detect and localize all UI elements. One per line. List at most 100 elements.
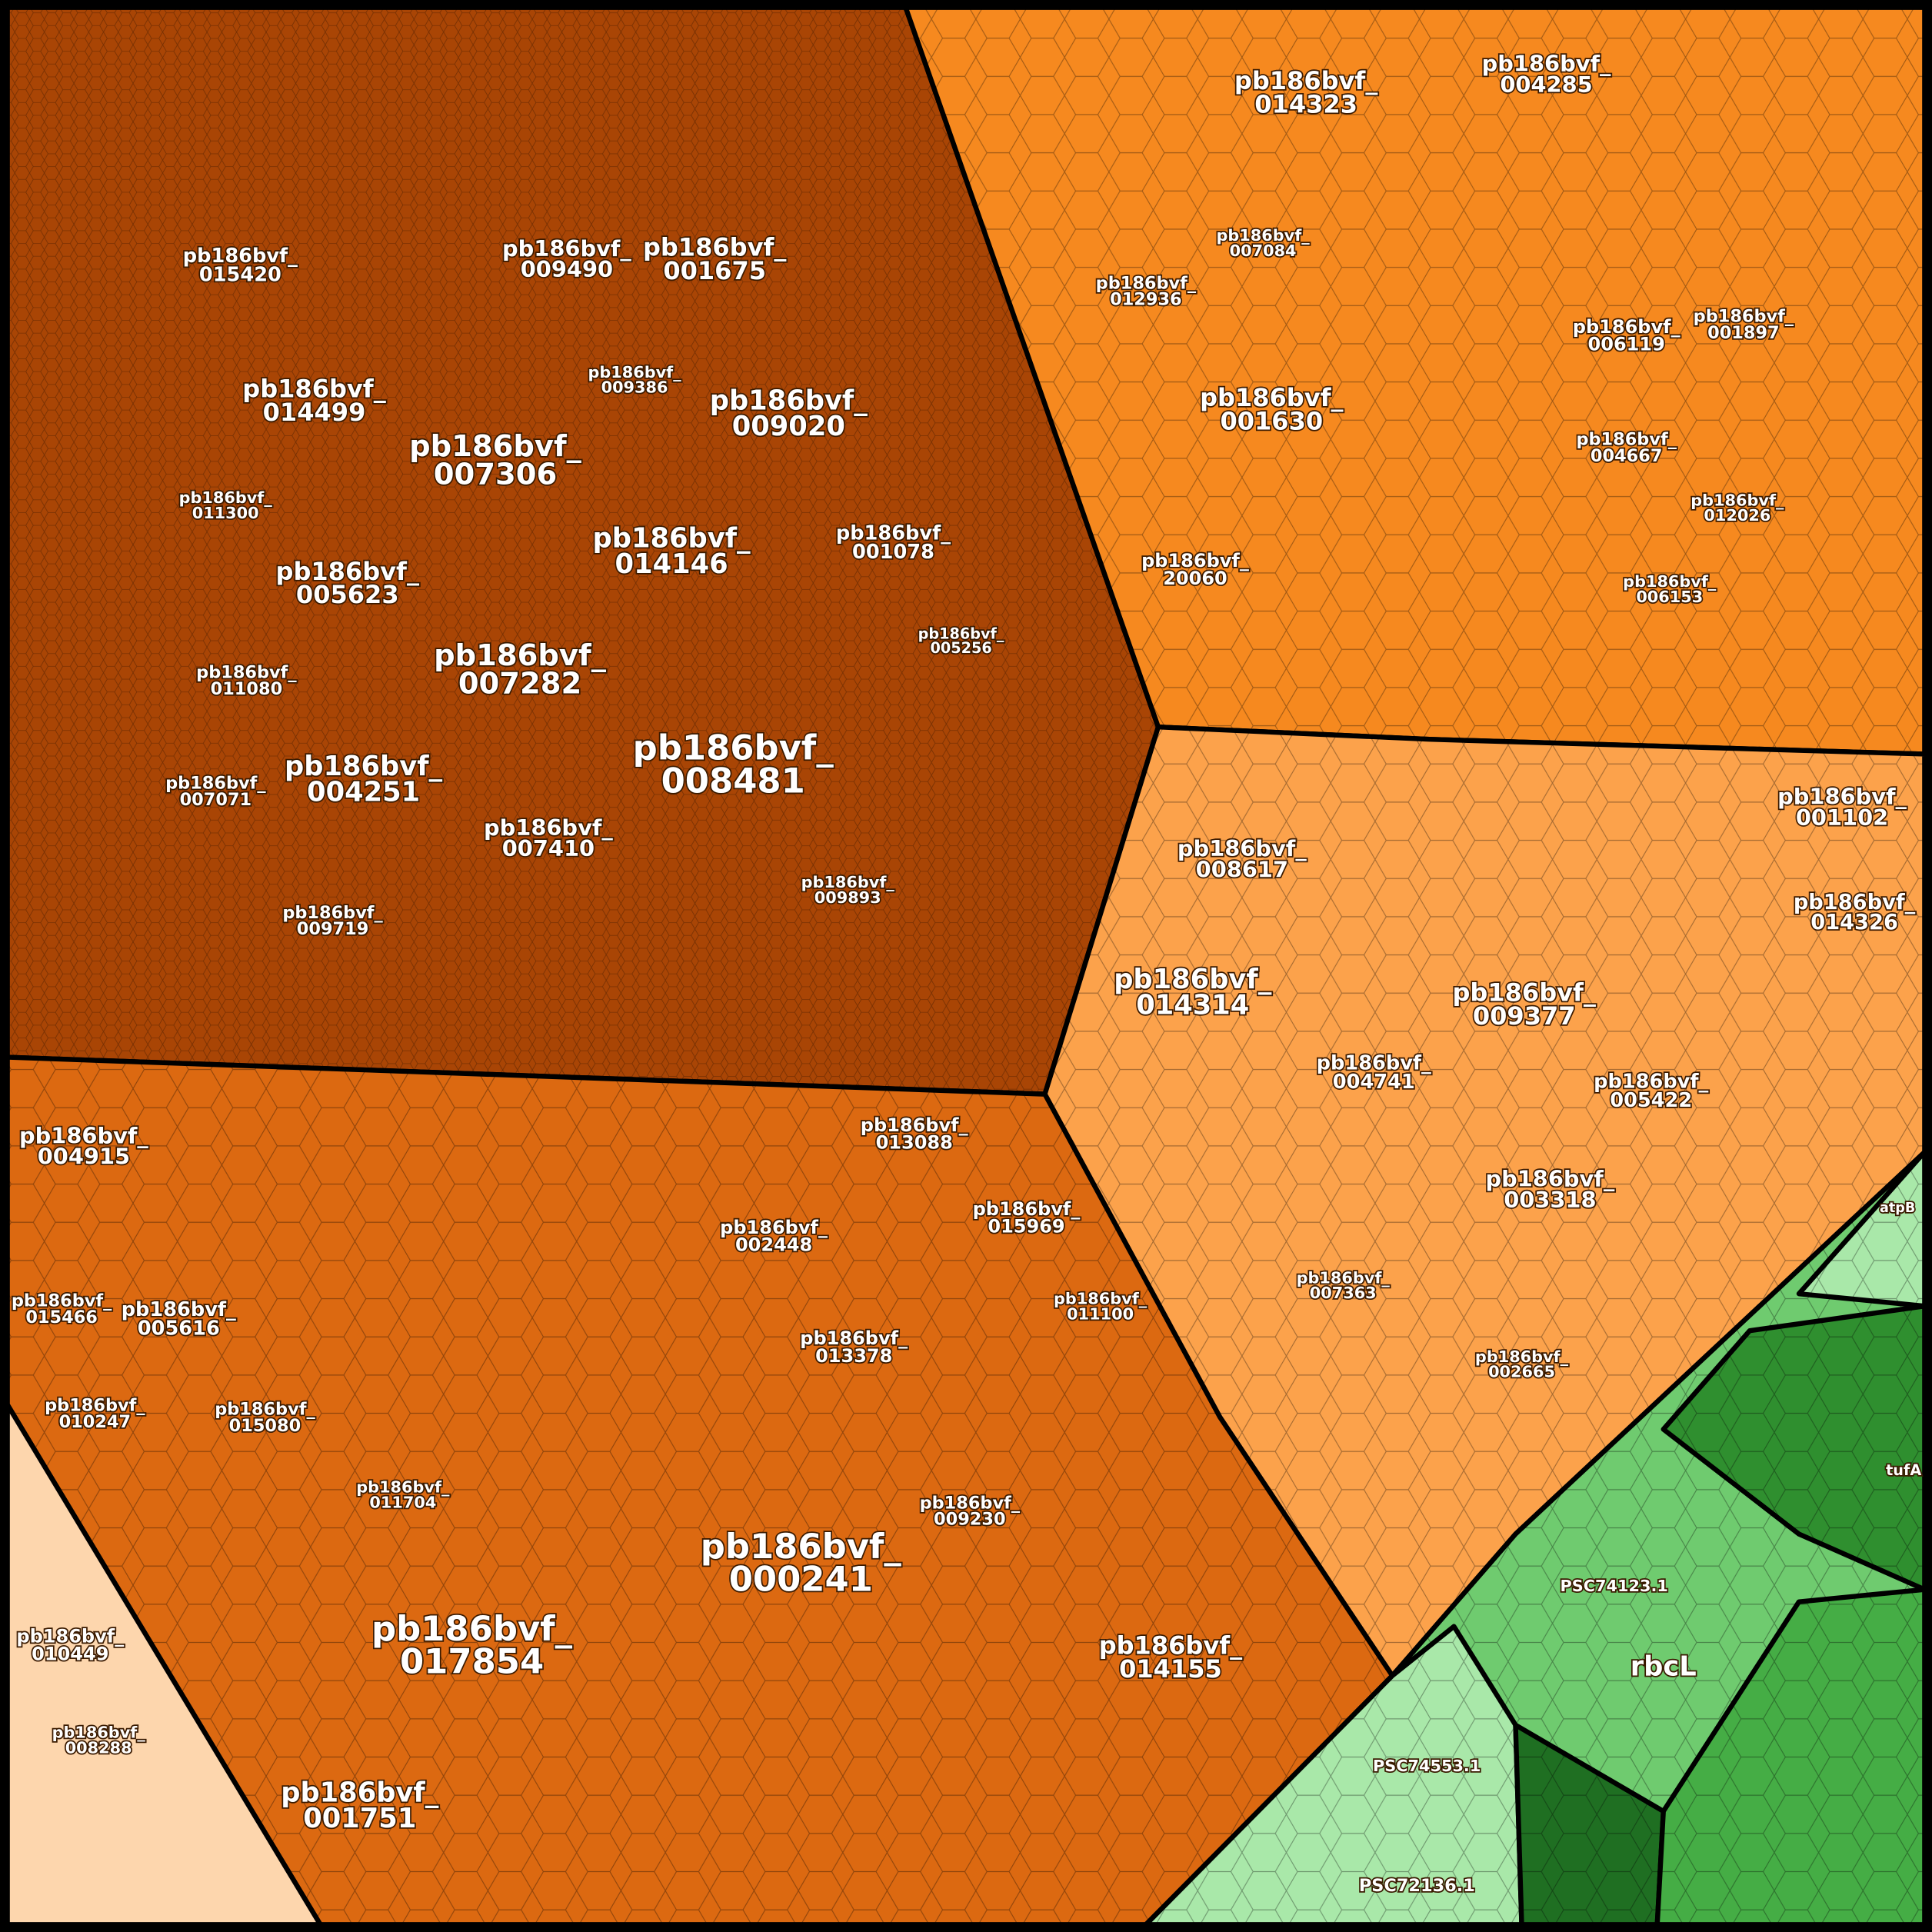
label-line: 001675: [663, 256, 766, 285]
cell-label: pb186bvf_ 014323: [1234, 66, 1378, 118]
label-line: 015466: [25, 1307, 98, 1327]
label-line: rbcL: [1631, 1651, 1697, 1682]
cell-label: pb186bvf_ 004251: [285, 751, 443, 808]
cell-label: pb186bvf_ 009893: [801, 873, 895, 907]
label-line: 014146: [615, 548, 728, 580]
label-line: 017854: [400, 1641, 544, 1682]
label-line: pb186bvf_: [165, 774, 266, 794]
cell-label: pb186bvf_ 009490: [502, 235, 631, 282]
label-line: pb186bvf_: [409, 429, 582, 464]
cell-label: PSC74553.1: [1373, 1757, 1481, 1775]
label-line: 004667: [1591, 446, 1663, 466]
cell-label: pb186bvf_ 015466: [12, 1291, 112, 1327]
cell-label: pb186bvf_ 002448: [720, 1217, 828, 1256]
cell-label: rbcL: [1631, 1651, 1697, 1682]
label-line: pb186bvf_: [836, 522, 951, 545]
cell-label: pb186bvf_ 006153: [1623, 572, 1717, 606]
cell-label: pb186bvf_ 001897: [1694, 307, 1794, 343]
label-line: pb186bvf_: [1452, 978, 1596, 1008]
label-line: 004915: [38, 1144, 130, 1170]
cell-label: pb186bvf_ 004915: [19, 1122, 148, 1169]
label-line: pb186bvf_: [502, 235, 631, 261]
label-line: 002448: [735, 1234, 812, 1256]
label-line: pb186bvf_: [12, 1291, 112, 1311]
label-line: 013088: [876, 1132, 953, 1154]
cell-label: pb186bvf_ 009230: [920, 1493, 1021, 1529]
cell-label: pb186bvf_ 005256: [918, 625, 1004, 657]
cell-label: atpB: [1880, 1201, 1915, 1216]
label-line: 005422: [1610, 1089, 1692, 1112]
label-line: pb186bvf_: [800, 1327, 908, 1349]
label-line: pb186bvf_: [1475, 1347, 1569, 1366]
cell-label: pb186bvf_ 008617: [1178, 835, 1307, 882]
cell-label: pb186bvf_ 001078: [836, 522, 951, 564]
label-line: 012936: [1110, 290, 1182, 310]
label-line: pb186bvf_: [1482, 51, 1611, 77]
label-line: pb186bvf_: [1099, 1631, 1243, 1661]
label-line: tufA: [1886, 1461, 1921, 1479]
label-line: pb186bvf_: [281, 1777, 439, 1809]
label-line: pb186bvf_: [183, 245, 298, 268]
label-line: 011100: [1067, 1304, 1134, 1323]
cell-label: pb186bvf_ 005623: [276, 557, 420, 609]
label-line: atpB: [1880, 1201, 1915, 1216]
cell-label: pb186bvf_ 015420: [183, 245, 298, 286]
cell-label: pb186bvf_ 001630: [1200, 383, 1344, 435]
label-line: pb186bvf_: [122, 1298, 236, 1321]
cell-label: pb186bvf_ 010449: [16, 1626, 125, 1665]
label-line: 007071: [180, 790, 252, 810]
label-line: pb186bvf_: [1485, 1165, 1614, 1191]
label-line: pb186bvf_: [1623, 572, 1717, 591]
label-line: pb186bvf_: [1576, 430, 1677, 450]
label-line: pb186bvf_: [16, 1626, 125, 1647]
label-line: 001630: [1220, 406, 1323, 435]
label-line: pb186bvf_: [196, 663, 297, 683]
label-line: pb186bvf_: [920, 1493, 1021, 1513]
cell-label: pb186bvf_ 014155: [1099, 1631, 1243, 1684]
label-line: pb186bvf_: [1054, 1290, 1148, 1308]
cell-label: pb186bvf_ 014314: [1114, 964, 1272, 1021]
cell-label: pb186bvf_ 005616: [122, 1298, 236, 1340]
label-line: pb186bvf_: [1096, 273, 1197, 293]
cell-label: pb186bvf_ 001675: [643, 232, 787, 285]
label-line: 005623: [296, 580, 399, 609]
cell-label: pb186bvf_ 003318: [1485, 1165, 1614, 1212]
label-line: pb186bvf_: [1777, 784, 1907, 810]
label-line: 015420: [199, 264, 281, 287]
cell-label: pb186bvf_ 013378: [800, 1327, 908, 1367]
label-line: pb186bvf_: [371, 1608, 573, 1649]
label-line: pb186bvf_: [973, 1198, 1081, 1220]
region-texture: [1145, 1151, 1925, 1925]
cell-label: pb186bvf_ 011100: [1054, 1290, 1148, 1324]
label-line: pb186bvf_: [1141, 550, 1250, 571]
cell-label: PSC74123.1: [1561, 1577, 1668, 1595]
cell-label: pb186bvf_ 015969: [973, 1198, 1081, 1237]
label-line: 003318: [1504, 1187, 1596, 1213]
cell-label: pb186bvf_ 014499: [242, 375, 386, 427]
cell-label: PSC72136.1: [1359, 1876, 1475, 1896]
label-line: 002665: [1488, 1363, 1555, 1381]
label-line: 011080: [211, 679, 283, 699]
label-line: pb186bvf_: [19, 1122, 148, 1148]
label-line: pb186bvf_: [643, 232, 787, 261]
label-line: pb186bvf_: [215, 1400, 315, 1420]
cell-label: pb186bvf_ 011704: [356, 1478, 450, 1512]
label-line: 008288: [65, 1738, 132, 1757]
cell-label: pb186bvf_ 001102: [1777, 784, 1907, 831]
label-line: pb186bvf_: [285, 751, 443, 782]
label-line: 010247: [59, 1412, 132, 1432]
cell-label: pb186bvf_ 007282: [434, 638, 607, 701]
label-line: pb186bvf_: [1234, 66, 1378, 95]
label-line: pb186bvf_: [861, 1114, 969, 1136]
label-line: 009230: [934, 1510, 1006, 1530]
cell-label: pb186bvf_ 20060: [1141, 550, 1250, 589]
label-line: 015969: [988, 1216, 1064, 1237]
label-line: pb186bvf_: [1690, 491, 1784, 509]
cell-label: pb186bvf_ 009377: [1452, 978, 1596, 1031]
label-line: pb186bvf_: [282, 903, 383, 923]
label-line: 009386: [601, 378, 668, 397]
label-line: pb186bvf_: [918, 625, 1004, 643]
